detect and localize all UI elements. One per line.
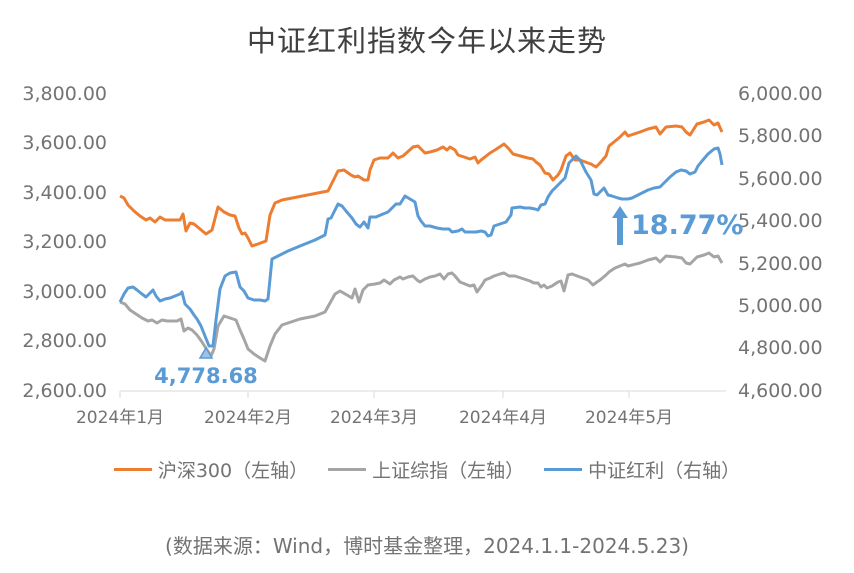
right-tick: 4,600.00 xyxy=(738,380,823,402)
legend-label: 沪深300（左轴） xyxy=(157,460,309,482)
right-tick: 4,800.00 xyxy=(738,337,823,359)
left-tick: 3,600.00 xyxy=(22,132,107,154)
series-dividend-line xyxy=(118,146,724,348)
right-tick: 6,000.00 xyxy=(738,83,823,105)
left-tick: 3,200.00 xyxy=(22,231,107,253)
source-note: (数据来源：Wind，博时基金整理，2024.1.1-2024.5.23) xyxy=(165,534,689,558)
series-sse-line xyxy=(119,251,724,363)
up-arrow-icon xyxy=(612,206,628,245)
left-tick: 3,800.00 xyxy=(22,83,107,105)
legend-item-dividend: 中证红利（右轴） xyxy=(544,456,740,483)
legend-swatch-orange xyxy=(113,468,152,471)
legend-item-hs300: 沪深300（左轴） xyxy=(113,456,309,483)
chart-title: 中证红利指数今年以来走势 xyxy=(246,24,607,58)
x-tick: 2024年1月 xyxy=(76,408,164,428)
minimum-triangle-marker xyxy=(198,346,214,359)
right-tick: 5,800.00 xyxy=(738,125,823,147)
x-tick: 2024年4月 xyxy=(459,408,547,428)
right-y-axis: 6,000.00 5,800.00 5,600.00 5,400.00 5,20… xyxy=(738,83,823,402)
left-tick: 3,400.00 xyxy=(22,182,107,204)
x-tick: 2024年5月 xyxy=(585,408,673,428)
series-hs300-line xyxy=(119,118,724,248)
legend-item-sse: 上证综指（左轴） xyxy=(328,456,524,483)
minimum-value-label: 4,778.68 xyxy=(154,364,258,388)
left-y-axis: 3,800.00 3,600.00 3,400.00 3,200.00 3,00… xyxy=(22,83,107,402)
legend-swatch-blue xyxy=(544,468,583,471)
left-tick: 3,000.00 xyxy=(22,281,107,303)
chart-legend: 沪深300（左轴） 上证综指（左轴） 中证红利（右轴） xyxy=(0,456,854,483)
right-tick: 5,400.00 xyxy=(738,210,823,232)
right-tick: 5,200.00 xyxy=(738,253,823,275)
right-tick: 5,000.00 xyxy=(738,295,823,317)
x-axis: 2024年1月 2024年2月 2024年3月 2024年4月 2024年5月 xyxy=(76,390,726,428)
left-tick: 2,800.00 xyxy=(22,330,107,352)
left-tick: 2,600.00 xyxy=(22,380,107,402)
right-tick: 5,600.00 xyxy=(738,168,823,190)
x-tick: 2024年2月 xyxy=(204,408,292,428)
legend-label: 中证红利（右轴） xyxy=(588,460,741,482)
legend-label: 上证综指（左轴） xyxy=(372,460,525,482)
gain-percentage-label: 18.77% xyxy=(631,210,743,241)
x-tick: 2024年3月 xyxy=(330,408,418,428)
legend-swatch-gray xyxy=(328,468,367,471)
